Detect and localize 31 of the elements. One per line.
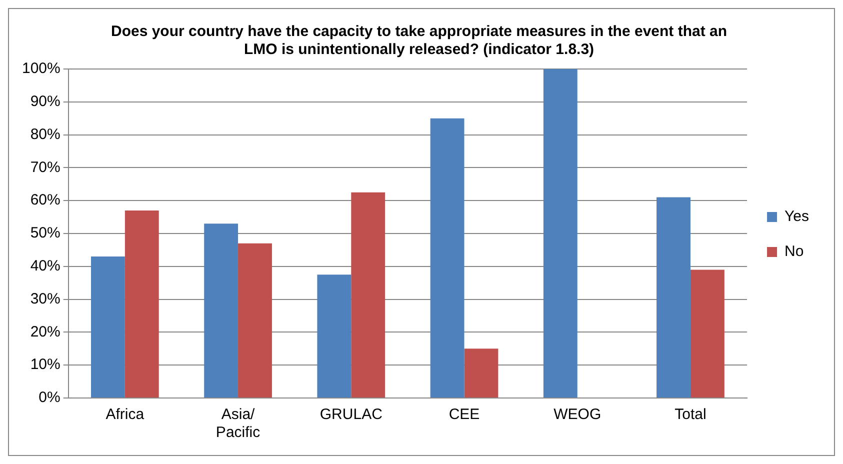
x-tick-label: Asia/ Pacific — [216, 406, 261, 442]
y-tick-label: 40% — [30, 258, 60, 275]
y-tick-label: 100% — [22, 60, 60, 78]
y-tick-label: 60% — [30, 192, 60, 209]
bar — [238, 243, 272, 398]
y-tick-label: 90% — [30, 93, 60, 110]
y-tick-label: 0% — [38, 389, 60, 406]
bar — [351, 192, 386, 398]
y-tick-label: 50% — [30, 224, 60, 242]
x-tick-label: GRULAC — [320, 406, 383, 424]
x-tick-label: CEE — [448, 406, 480, 424]
bar — [90, 256, 125, 398]
y-tick-label: 70% — [30, 158, 60, 176]
bar — [464, 348, 498, 398]
x-tick-label: Total — [674, 406, 706, 424]
y-tick-label: 30% — [30, 290, 60, 308]
bar — [430, 118, 464, 398]
bar — [543, 69, 578, 398]
y-tick-label: 10% — [30, 356, 60, 374]
legend-label: Yes — [784, 208, 810, 226]
y-tick-label: 20% — [30, 323, 60, 340]
chart-title: Does your country have the capacity to take appropriate measures in the event that an LMO is unintentionally released? (indicator 1.8.3) — [110, 23, 728, 58]
bar — [656, 197, 690, 398]
x-tick-label: WEOG — [554, 406, 602, 424]
x-tick-label: Africa — [106, 406, 145, 424]
legend-label: No — [784, 243, 804, 260]
y-tick-label: 80% — [30, 126, 60, 143]
bar — [124, 210, 159, 398]
bar — [690, 270, 724, 398]
bar — [204, 224, 238, 398]
bar — [317, 274, 352, 398]
